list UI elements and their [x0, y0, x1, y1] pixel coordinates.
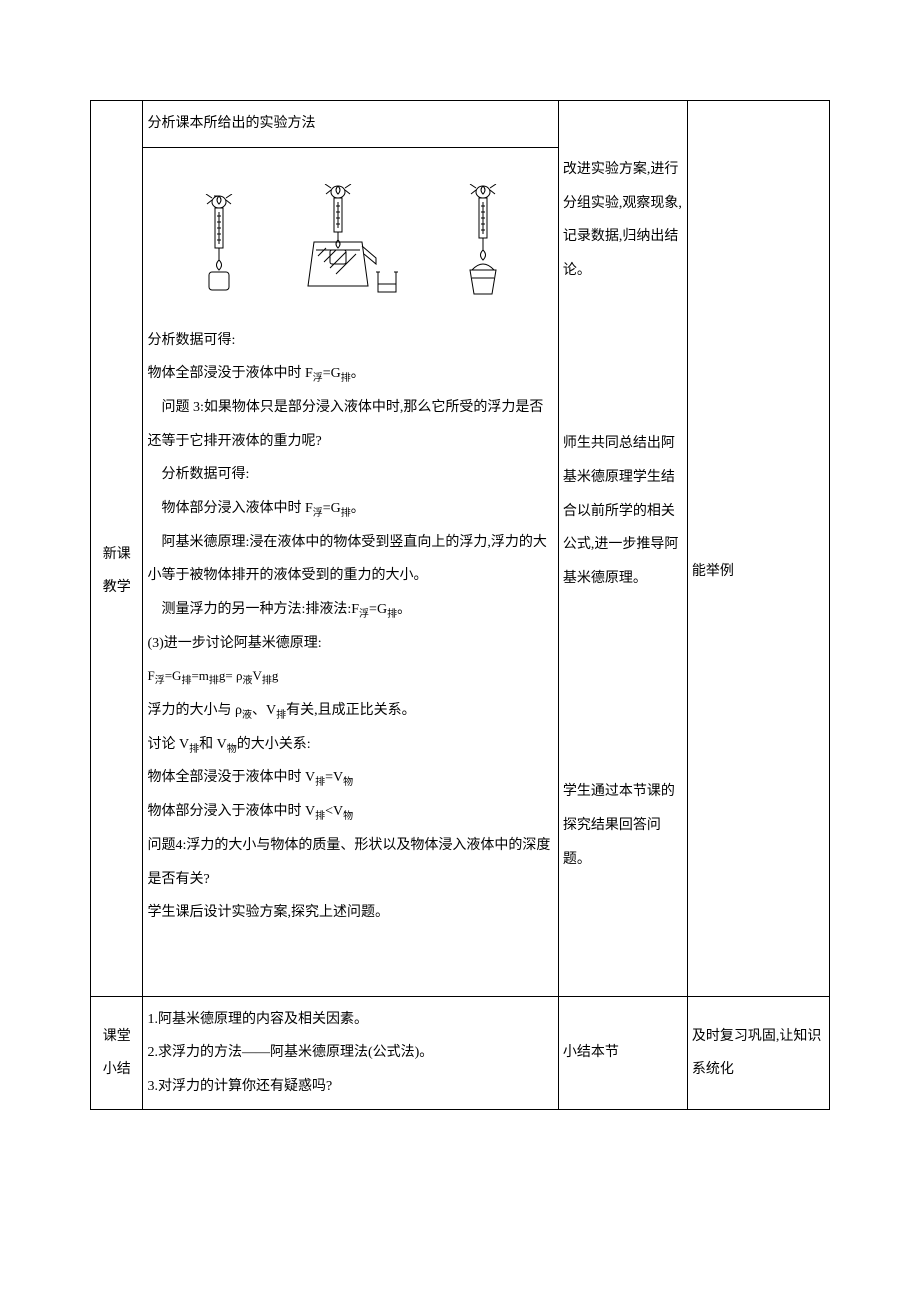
cell-summary-content: 1.阿基米德原理的内容及相关因素。 2.求浮力的方法——阿基米德原理法(公式法)… — [143, 996, 558, 1110]
spring-scale-air-icon — [194, 194, 244, 304]
activity-text: 学生通过本节课的探究结果回答问题。 — [563, 775, 683, 876]
list-item: 2.求浮力的方法——阿基米德原理法(公式法)。 — [147, 1036, 553, 1070]
para: 分析数据可得: — [147, 458, 553, 492]
para: 问题4:浮力的大小与物体的质量、形状以及物体浸入液体中的深度是否有关? — [147, 829, 553, 896]
label-text: 小结 — [103, 1053, 131, 1087]
table-row: 新课 教学 — [91, 147, 830, 996]
overflow-can-icon — [296, 184, 406, 304]
cell-student-activity: 改进实验方案,进行分组实验,观察现象,记录数据,归纳出结论。 师生共同总结出阿基… — [558, 147, 687, 996]
para: 讨论 V排和 V物的大小关系: — [147, 728, 553, 762]
table-row: 课堂 小结 1.阿基米德原理的内容及相关因素。 2.求浮力的方法——阿基米德原理… — [91, 996, 830, 1110]
cell-note: 能举例 — [687, 147, 829, 996]
para: 物体部分浸入于液体中时 V排<V物 — [147, 795, 553, 829]
para: 浮力的大小与 ρ液、V排有关,且成正比关系。 — [147, 694, 553, 728]
cell-summary-activity: 小结本节 — [558, 996, 687, 1110]
para: 物体全部浸没于液体中时 F浮=G排。 — [147, 357, 553, 391]
spring-scale-bucket-icon — [458, 184, 508, 304]
para: 问题 3:如果物体只是部分浸入液体中时,那么它所受的浮力是否还等于它排开液体的重… — [147, 391, 553, 458]
table-row: 分析课本所给出的实验方法 — [91, 101, 830, 148]
para: 物体部分浸入液体中时 F浮=G排。 — [147, 492, 553, 526]
para-formula: F浮=G排=m排g= ρ液V排g — [147, 660, 553, 694]
cell-summary-note: 及时复习巩固,让知识系统化 — [687, 996, 829, 1110]
experiment-diagram — [147, 154, 553, 324]
row-label-new-lesson: 新课 教学 — [91, 147, 143, 996]
para: 物体全部浸没于液体中时 V排=V物 — [147, 761, 553, 795]
cell-analysis-method: 分析课本所给出的实验方法 — [143, 101, 558, 148]
para: (3)进一步讨论阿基米德原理: — [147, 627, 553, 661]
label-text: 新课 — [103, 538, 131, 572]
cell-main-content: 分析数据可得: 物体全部浸没于液体中时 F浮=G排。 问题 3:如果物体只是部分… — [143, 147, 558, 996]
lesson-plan-table: 分析课本所给出的实验方法 新课 教学 — [90, 100, 830, 1110]
para: 分析数据可得: — [147, 324, 553, 358]
label-text: 课堂 — [103, 1020, 131, 1054]
para: 阿基米德原理:浸在液体中的物体受到竖直向上的浮力,浮力的大小等于被物体排开的液体… — [147, 526, 553, 593]
label-text: 教学 — [103, 571, 131, 605]
list-item: 1.阿基米德原理的内容及相关因素。 — [147, 1003, 553, 1037]
activity-text: 改进实验方案,进行分组实验,观察现象,记录数据,归纳出结论。 — [563, 153, 683, 287]
para: 学生课后设计实验方案,探究上述问题。 — [147, 896, 553, 930]
row-label-summary: 课堂 小结 — [91, 996, 143, 1110]
para: 测量浮力的另一种方法:排液法:F浮=G排。 — [147, 593, 553, 627]
activity-text: 师生共同总结出阿基米德原理学生结合以前所学的相关公式,进一步推导阿基米德原理。 — [563, 427, 683, 595]
list-item: 3.对浮力的计算你还有疑惑吗? — [147, 1070, 553, 1104]
